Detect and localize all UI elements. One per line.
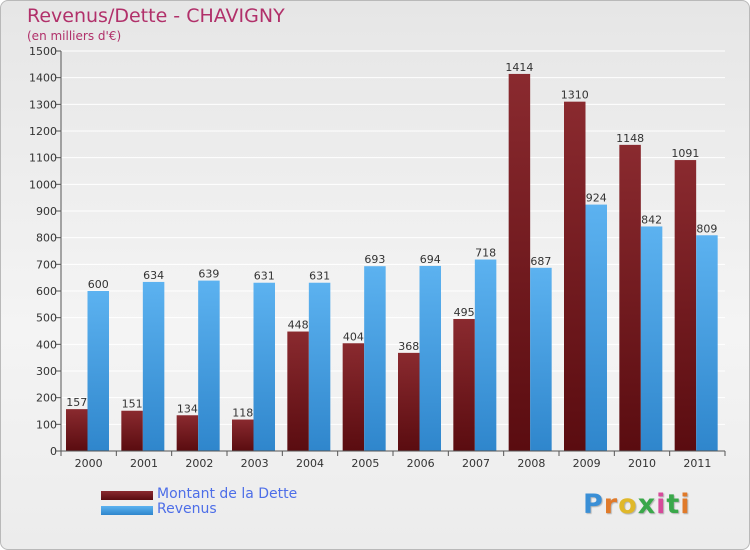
chart-title: Revenus/Dette - CHAVIGNY: [27, 5, 285, 27]
data-label-dette: 134: [177, 402, 198, 415]
y-tick-label: 400: [36, 338, 57, 351]
data-label-dette: 495: [454, 306, 475, 319]
bar-revenus: [419, 265, 441, 451]
bar-revenus: [198, 280, 220, 451]
bar-dette: [508, 73, 531, 451]
y-tick-label: 100: [36, 418, 57, 431]
bar-dette: [619, 144, 641, 451]
bar-revenus: [696, 235, 718, 451]
data-label-revenus: 600: [88, 278, 109, 291]
y-tick-label: 1400: [29, 72, 57, 85]
data-label-revenus: 842: [641, 213, 662, 226]
bar-revenus: [474, 259, 497, 451]
bar-dette: [398, 352, 420, 451]
logo-letter: r: [603, 489, 619, 520]
bar-revenus: [530, 267, 552, 451]
data-label-revenus: 924: [586, 192, 607, 205]
data-label-dette: 1148: [616, 132, 644, 145]
y-tick-label: 300: [36, 365, 57, 378]
y-tick-label: 800: [36, 232, 57, 245]
logo-letter: i: [656, 489, 667, 520]
legend-swatch-revenus: [101, 506, 153, 515]
data-label-dette: 151: [122, 398, 143, 411]
logo-letter: x: [637, 489, 657, 520]
y-tick-label: 700: [36, 258, 57, 271]
y-tick-label: 1100: [29, 152, 57, 165]
data-label-dette: 404: [343, 330, 364, 343]
y-tick-label: 500: [36, 312, 57, 325]
x-tick-label: 2002: [185, 457, 213, 470]
legend-label-dette: Montant de la Dette: [157, 486, 298, 502]
logo-letter: P: [583, 489, 604, 520]
y-tick-label: 1500: [29, 45, 57, 58]
bar-revenus: [585, 204, 607, 451]
data-label-dette: 1414: [505, 61, 533, 74]
y-tick-label: 600: [36, 285, 57, 298]
bar-revenus: [308, 282, 331, 451]
data-label-dette: 1310: [561, 89, 589, 102]
data-label-revenus: 694: [420, 253, 441, 266]
data-label-revenus: 631: [309, 270, 330, 283]
x-tick-label: 2007: [462, 457, 490, 470]
bar-revenus: [87, 291, 109, 451]
y-tick-label: 1200: [29, 125, 57, 138]
x-tick-label: 2011: [683, 457, 711, 470]
proxiti-logo: Proxiti: [583, 489, 691, 520]
y-tick-label: 200: [36, 392, 57, 405]
bar-revenus: [364, 266, 386, 451]
logo-letter: i: [680, 489, 691, 520]
data-label-dette: 1091: [671, 147, 699, 160]
logo-letter: o: [618, 489, 638, 520]
y-tick-label: 0: [50, 445, 57, 458]
data-label-dette: 368: [398, 340, 419, 353]
data-label-revenus: 631: [254, 270, 275, 283]
data-label-revenus: 639: [198, 268, 219, 281]
x-tick-label: 2005: [351, 457, 379, 470]
bar-dette: [287, 331, 309, 451]
data-label-revenus: 693: [364, 253, 385, 266]
data-label-revenus: 687: [530, 255, 551, 268]
chart-subtitle: (en milliers d'€): [27, 29, 122, 43]
bar-dette: [342, 343, 365, 451]
x-tick-label: 2010: [628, 457, 656, 470]
x-tick-label: 2000: [75, 457, 103, 470]
data-label-revenus: 634: [143, 269, 164, 282]
x-tick-label: 2006: [407, 457, 435, 470]
bar-dette: [453, 319, 475, 451]
x-tick-label: 2004: [296, 457, 324, 470]
bar-dette: [564, 101, 586, 452]
logo-letter: t: [666, 489, 681, 520]
x-tick-label: 2008: [517, 457, 545, 470]
bar-revenus: [142, 281, 165, 451]
x-tick-label: 2003: [241, 457, 269, 470]
y-tick-label: 1000: [29, 178, 57, 191]
bar-dette: [66, 409, 88, 451]
data-label-dette: 118: [232, 407, 253, 420]
x-tick-label: 2009: [573, 457, 601, 470]
x-tick-label: 2001: [130, 457, 158, 470]
y-tick-label: 1300: [29, 98, 57, 111]
y-tick-label: 900: [36, 205, 57, 218]
bar-dette: [121, 410, 143, 451]
legend-label-revenus: Revenus: [157, 501, 217, 517]
bar-revenus: [253, 282, 275, 451]
bar-revenus: [640, 226, 663, 451]
bar-dette: [176, 415, 199, 451]
legend-swatch-dette: [101, 491, 153, 500]
bar-dette: [232, 419, 254, 451]
bar-dette: [674, 160, 697, 452]
data-label-revenus: 809: [696, 222, 717, 235]
data-label-dette: 157: [66, 396, 87, 409]
data-label-dette: 448: [288, 319, 309, 332]
data-label-revenus: 718: [475, 247, 496, 260]
